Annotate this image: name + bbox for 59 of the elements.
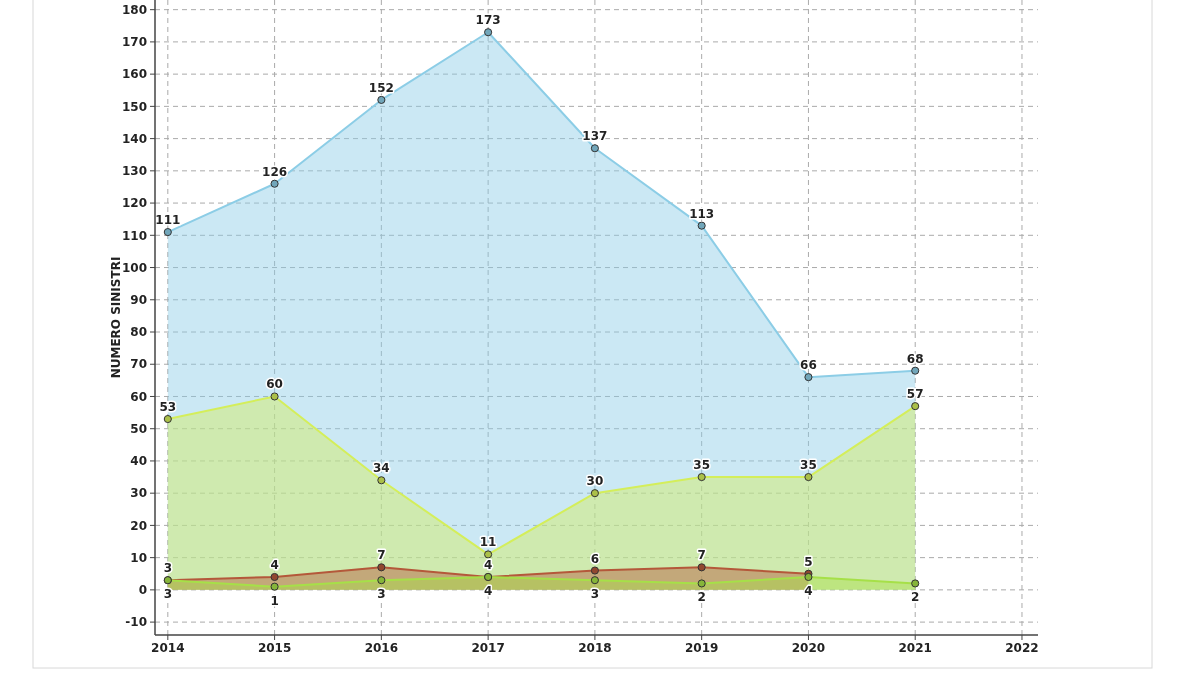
x-tick-label: 2021	[898, 641, 932, 655]
y-tick-label: 120	[121, 196, 147, 211]
y-tick-label: 90	[130, 292, 147, 307]
data-label: 30	[586, 474, 604, 489]
data-label: 3	[377, 587, 386, 602]
data-label: 4	[270, 557, 279, 572]
y-tick-label: 40	[130, 454, 147, 469]
data-label: 7	[377, 548, 386, 563]
y-tick-label: 140	[121, 131, 147, 146]
data-label: 53	[159, 400, 177, 415]
y-axis-title: NUMERO SINISTRI	[109, 256, 123, 379]
data-label: 34	[373, 461, 390, 476]
y-tick-label: 50	[130, 421, 147, 436]
x-tick-label: 2022	[1005, 641, 1039, 655]
data-label: 60	[266, 377, 283, 392]
x-tick-label: 2014	[151, 641, 185, 655]
x-tick-label: 2020	[791, 641, 826, 655]
y-tick-label: 60	[130, 389, 147, 404]
data-label: 4	[483, 557, 493, 572]
data-label: 35	[693, 458, 711, 473]
y-tick-label: 30	[130, 486, 147, 501]
data-label: 152	[368, 80, 394, 95]
x-tick-label: 2015	[257, 641, 292, 655]
data-label: 5	[804, 554, 813, 569]
data-label: 137	[582, 129, 608, 144]
data-label: 3	[590, 587, 600, 602]
y-tick-label: 160	[121, 67, 147, 82]
y-tick-label: 100	[121, 260, 147, 275]
data-label: 7	[697, 548, 706, 563]
data-label: 3	[163, 587, 172, 602]
data-label: 2	[911, 590, 920, 605]
data-label: 6	[590, 551, 600, 566]
y-tick-label: 150	[121, 99, 147, 114]
y-tick-label: 130	[121, 164, 147, 179]
data-label: 113	[689, 206, 715, 221]
y-tick-label: 10	[130, 550, 147, 565]
x-tick-label: 2016	[364, 641, 399, 655]
data-label: 35	[800, 458, 817, 473]
y-tick-label: 180	[121, 2, 147, 17]
data-label: 2	[697, 590, 706, 605]
y-tick-label: 20	[130, 518, 147, 533]
x-tick-label: 2017	[471, 641, 505, 655]
data-label: 3	[163, 561, 172, 576]
data-label: 111	[155, 213, 181, 228]
y-tick-label: 80	[130, 325, 147, 340]
y-tick-label: 170	[121, 35, 147, 50]
data-label: 68	[906, 351, 924, 366]
data-label: 66	[800, 358, 817, 373]
x-tick-label: 2018	[578, 641, 612, 655]
data-label: 173	[475, 13, 501, 28]
data-label: 57	[906, 387, 924, 402]
data-label: 11	[479, 535, 497, 550]
y-tick-label: 70	[130, 357, 147, 372]
x-tick-label: 2019	[684, 641, 719, 655]
data-label: 1	[270, 593, 279, 608]
y-tick-label: 0	[138, 583, 147, 598]
y-tick-label: 110	[121, 228, 147, 243]
data-label: 126	[262, 164, 288, 179]
y-tick-label: -10	[125, 615, 147, 630]
